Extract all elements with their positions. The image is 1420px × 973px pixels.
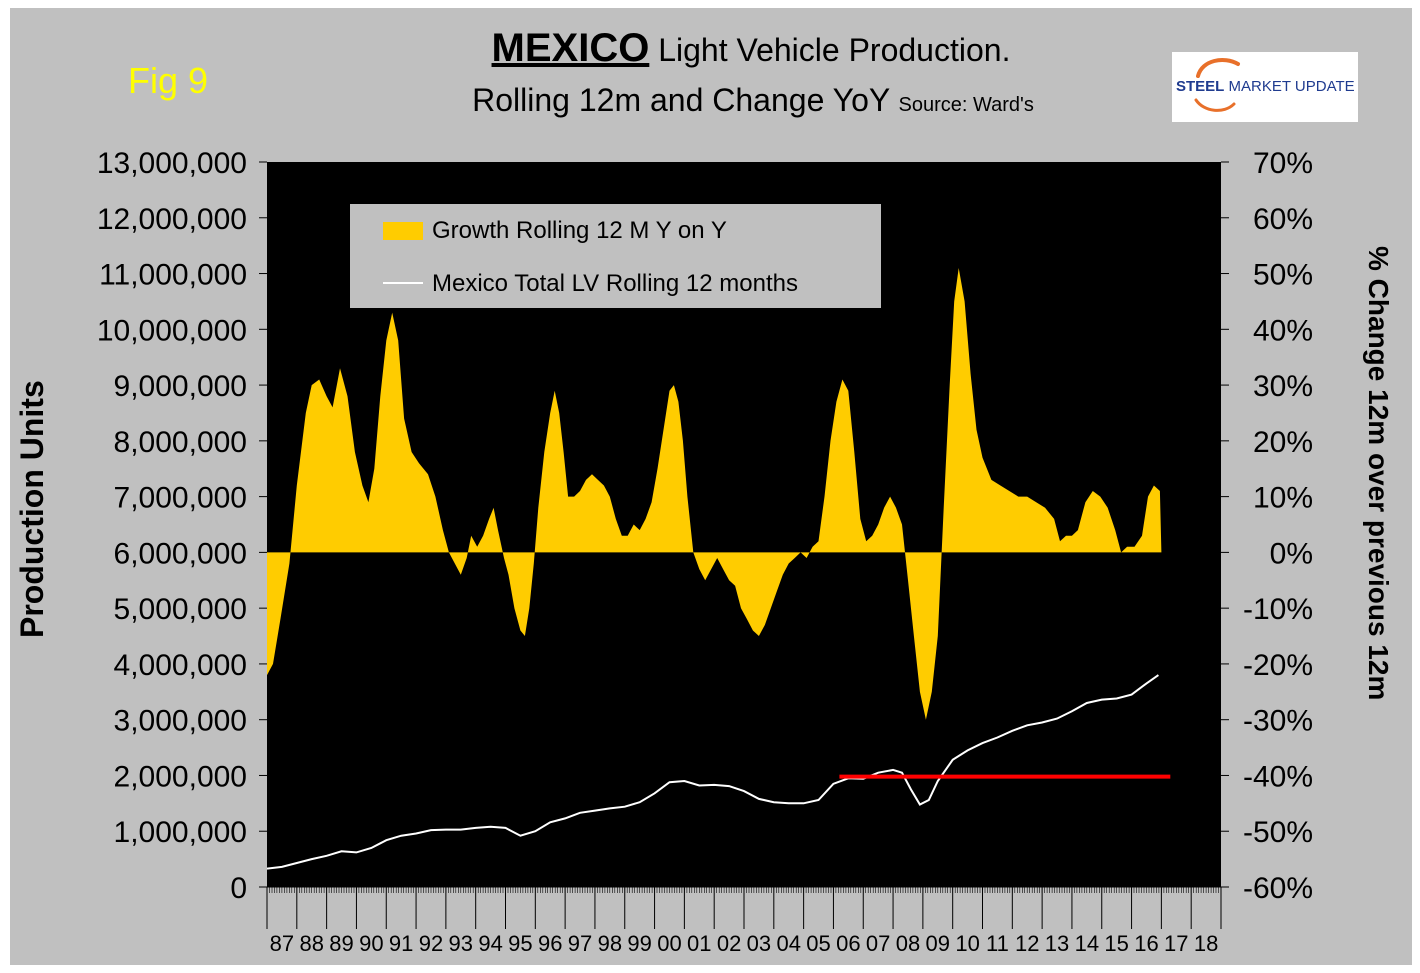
legend: Growth Rolling 12 M Y on Y Mexico Total … bbox=[350, 204, 881, 308]
y-right-tick-label: -40% bbox=[1243, 760, 1313, 793]
y-left-tick-label: 8,000,000 bbox=[114, 426, 247, 459]
logo-swoosh-icon bbox=[1194, 58, 1240, 112]
y-right-tick-label: 20% bbox=[1253, 426, 1313, 459]
y-right-tick-label: 10% bbox=[1253, 482, 1313, 515]
legend-box bbox=[350, 204, 881, 308]
y-axis-left-title: Production Units bbox=[14, 380, 50, 638]
x-tick-label: 91 bbox=[389, 931, 413, 956]
x-tick-label: 09 bbox=[926, 931, 950, 956]
x-tick-label: 08 bbox=[896, 931, 920, 956]
y-left-tick-label: 0 bbox=[230, 872, 247, 905]
production-line bbox=[266, 674, 1159, 870]
x-tick-label: 12 bbox=[1015, 931, 1039, 956]
y-right-tick-label: 40% bbox=[1253, 314, 1313, 347]
legend-label-line: Mexico Total LV Rolling 12 months bbox=[432, 270, 798, 297]
y-left-tick-label: 7,000,000 bbox=[114, 482, 247, 515]
y-left-tick-label: 13,000,000 bbox=[97, 147, 247, 180]
x-tick-label: 90 bbox=[359, 931, 383, 956]
x-tick-label: 04 bbox=[776, 931, 800, 956]
y-right-tick-label: 30% bbox=[1253, 370, 1313, 403]
x-tick-label: 94 bbox=[478, 931, 502, 956]
x-tick-label: 02 bbox=[717, 931, 741, 956]
y-right-tick-label: 0% bbox=[1270, 537, 1313, 570]
x-tick-label: 00 bbox=[657, 931, 681, 956]
axis-layer: 0 1,000,000 2,000,000 3,000,000 4,000,000 5,0… bbox=[97, 147, 1313, 956]
x-tick-label: 96 bbox=[538, 931, 562, 956]
x-tick-label: 89 bbox=[329, 931, 353, 956]
y-right-tick-label: 60% bbox=[1253, 203, 1313, 236]
title-country: MEXICO bbox=[491, 26, 650, 70]
y-left-tick-label: 6,000,000 bbox=[114, 537, 247, 570]
x-tick-label: 03 bbox=[747, 931, 771, 956]
x-tick-label: 95 bbox=[508, 931, 532, 956]
logo-text: STEEL MARKET UPDATE bbox=[1176, 78, 1355, 95]
y-left-tick-label: 5,000,000 bbox=[114, 593, 247, 626]
x-tick-label: 14 bbox=[1075, 931, 1099, 956]
x-tick-label: 16 bbox=[1134, 931, 1158, 956]
x-tick-label: 07 bbox=[866, 931, 890, 956]
x-tick-label: 98 bbox=[598, 931, 622, 956]
x-tick-label: 18 bbox=[1194, 931, 1218, 956]
y-right-tick-label: -60% bbox=[1243, 872, 1313, 905]
source-note: Source: Ward's bbox=[898, 94, 1034, 116]
x-tick-label: 10 bbox=[955, 931, 979, 956]
legend-swatch-growth bbox=[383, 222, 423, 240]
subtitle-text: Rolling 12m and Change YoY bbox=[472, 82, 890, 118]
y-right-tick-label: -50% bbox=[1243, 816, 1313, 849]
x-tick-label: 06 bbox=[836, 931, 860, 956]
x-tick-label: 99 bbox=[627, 931, 651, 956]
growth-area-layer bbox=[267, 268, 1162, 720]
x-tick-label: 05 bbox=[806, 931, 830, 956]
chart-subtitle: Rolling 12m and Change YoY Source: Ward'… bbox=[0, 82, 1420, 119]
logo-text-rest: MARKET UPDATE bbox=[1224, 78, 1355, 95]
x-tick-label: 97 bbox=[568, 931, 592, 956]
y-right-tick-label: -30% bbox=[1243, 705, 1313, 738]
figure-label: Fig 9 bbox=[128, 60, 209, 101]
y-right-tick-label: -20% bbox=[1243, 649, 1313, 682]
x-tick-label: 01 bbox=[687, 931, 711, 956]
y-left-tick-label: 11,000,000 bbox=[99, 259, 247, 292]
x-tick-label: 88 bbox=[299, 931, 323, 956]
x-tick-label: 93 bbox=[449, 931, 473, 956]
y-right-tick-label: 50% bbox=[1253, 259, 1313, 292]
steel-market-update-logo: STEEL MARKET UPDATE bbox=[1172, 52, 1358, 122]
y-left-tick-label: 10,000,000 bbox=[97, 314, 247, 347]
line-layer bbox=[266, 674, 1171, 870]
y-left-tick-label: 12,000,000 bbox=[97, 203, 247, 236]
y-axis-right-title: % Change 12m over previous 12m bbox=[1363, 246, 1394, 701]
x-tick-label: 87 bbox=[270, 931, 294, 956]
y-left-tick-label: 9,000,000 bbox=[114, 370, 247, 403]
x-tick-label: 17 bbox=[1164, 931, 1188, 956]
x-tick-label: 13 bbox=[1045, 931, 1069, 956]
title-text: Light Vehicle Production. bbox=[649, 32, 1011, 68]
x-tick-label: 11 bbox=[986, 931, 1009, 956]
y-right-tick-label: 70% bbox=[1253, 147, 1313, 180]
y-right-tick-label: -10% bbox=[1243, 593, 1313, 626]
x-tick-label: 92 bbox=[419, 931, 443, 956]
y-left-tick-label: 2,000,000 bbox=[114, 760, 247, 793]
x-tick-label: 15 bbox=[1104, 931, 1128, 956]
y-left-tick-label: 4,000,000 bbox=[114, 649, 247, 682]
logo-text-bold: STEEL bbox=[1176, 78, 1225, 95]
y-left-tick-label: 3,000,000 bbox=[114, 705, 247, 738]
legend-label-growth: Growth Rolling 12 M Y on Y bbox=[432, 217, 727, 244]
y-left-tick-label: 1,000,000 bbox=[114, 816, 247, 849]
growth-area bbox=[267, 268, 1162, 720]
chart-title: MEXICO Light Vehicle Production. bbox=[0, 26, 1420, 71]
